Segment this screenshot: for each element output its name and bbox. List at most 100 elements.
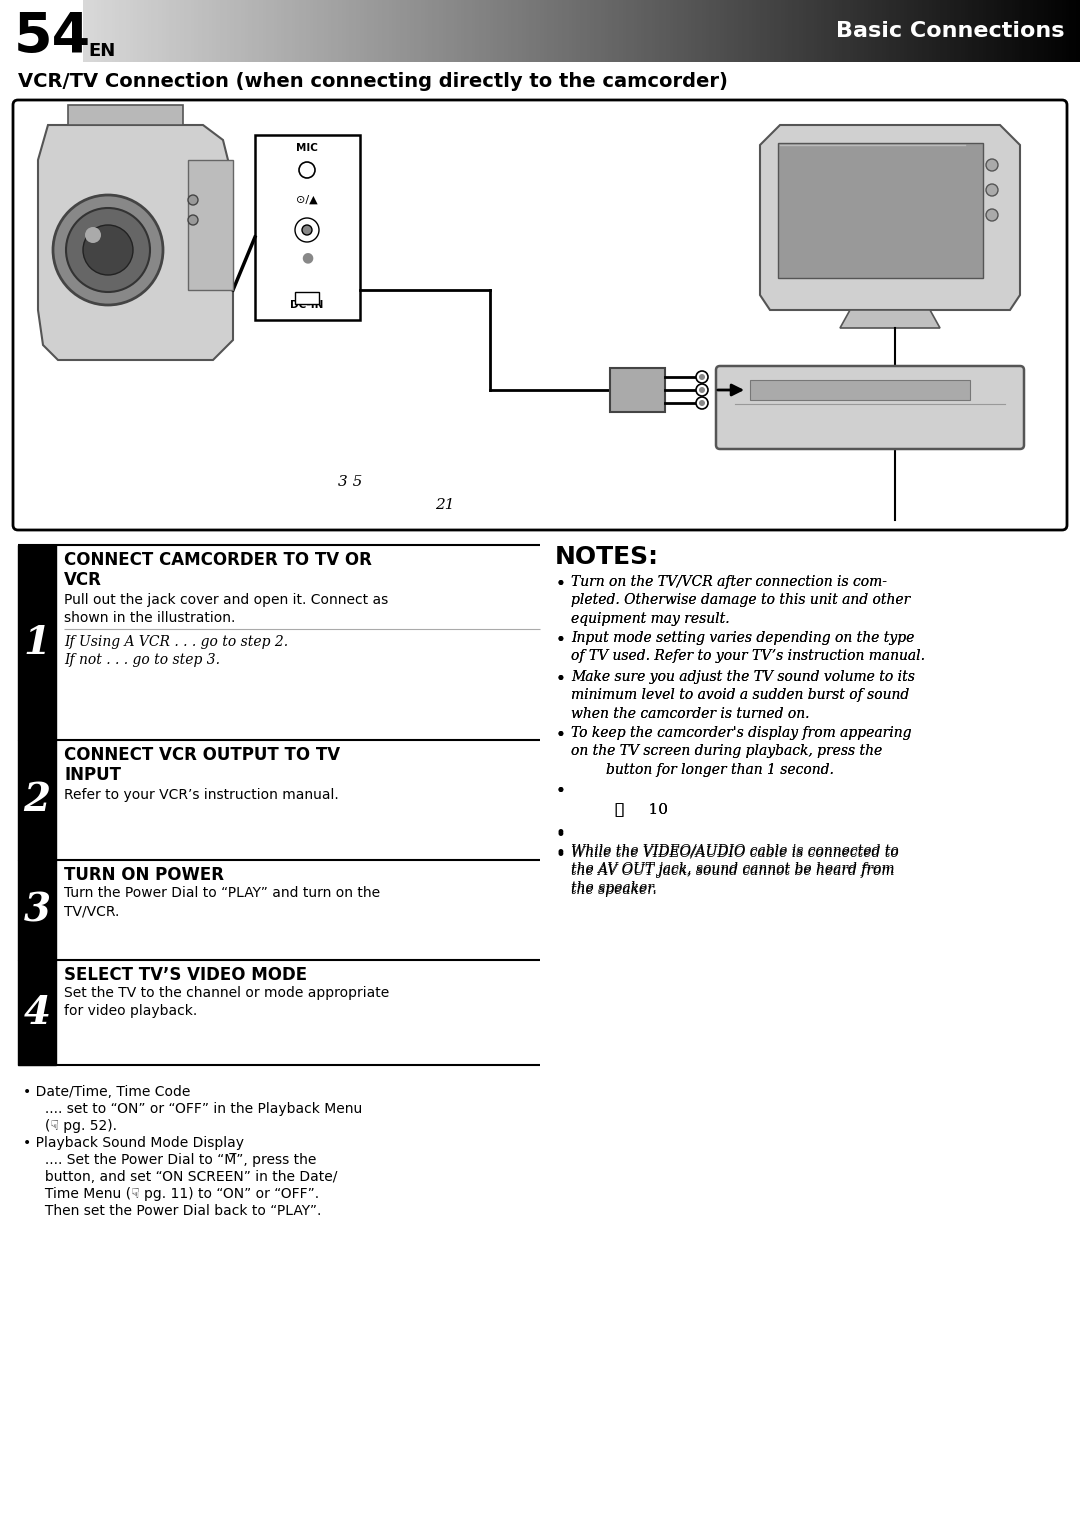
Polygon shape bbox=[774, 0, 778, 61]
Polygon shape bbox=[472, 0, 475, 61]
Polygon shape bbox=[565, 0, 569, 61]
Polygon shape bbox=[637, 0, 640, 61]
Polygon shape bbox=[335, 0, 338, 61]
Polygon shape bbox=[756, 0, 759, 61]
Polygon shape bbox=[619, 0, 623, 61]
Polygon shape bbox=[32, 0, 36, 61]
Polygon shape bbox=[645, 0, 648, 61]
Polygon shape bbox=[537, 0, 540, 61]
Text: •: • bbox=[555, 575, 565, 593]
Polygon shape bbox=[299, 0, 302, 61]
Polygon shape bbox=[403, 0, 407, 61]
Text: •: • bbox=[555, 632, 565, 648]
Polygon shape bbox=[680, 0, 684, 61]
Polygon shape bbox=[543, 0, 548, 61]
Polygon shape bbox=[961, 0, 964, 61]
Polygon shape bbox=[0, 0, 3, 61]
Polygon shape bbox=[133, 0, 137, 61]
Polygon shape bbox=[137, 0, 140, 61]
Polygon shape bbox=[14, 0, 18, 61]
Polygon shape bbox=[788, 0, 792, 61]
Polygon shape bbox=[947, 0, 950, 61]
Text: Input mode setting varies depending on the type
of TV used. Refer to your TV’s i: Input mode setting varies depending on t… bbox=[571, 632, 924, 664]
Polygon shape bbox=[832, 0, 835, 61]
Polygon shape bbox=[562, 0, 565, 61]
Polygon shape bbox=[475, 0, 478, 61]
Circle shape bbox=[986, 159, 998, 172]
Polygon shape bbox=[964, 0, 969, 61]
Polygon shape bbox=[684, 0, 688, 61]
Polygon shape bbox=[656, 0, 659, 61]
Polygon shape bbox=[494, 0, 497, 61]
Polygon shape bbox=[68, 0, 72, 61]
Text: •: • bbox=[555, 671, 565, 690]
Polygon shape bbox=[410, 0, 414, 61]
FancyBboxPatch shape bbox=[716, 366, 1024, 449]
Polygon shape bbox=[659, 0, 662, 61]
Text: •: • bbox=[555, 825, 565, 842]
Circle shape bbox=[986, 208, 998, 221]
Polygon shape bbox=[57, 0, 62, 61]
Text: MIC: MIC bbox=[296, 143, 318, 153]
Polygon shape bbox=[8, 0, 11, 61]
Polygon shape bbox=[313, 0, 316, 61]
Text: CONNECT VCR OUTPUT TO TV: CONNECT VCR OUTPUT TO TV bbox=[64, 747, 340, 763]
Polygon shape bbox=[500, 0, 504, 61]
Polygon shape bbox=[954, 0, 958, 61]
Bar bbox=[188, 159, 233, 290]
Polygon shape bbox=[673, 0, 677, 61]
Polygon shape bbox=[799, 0, 802, 61]
Polygon shape bbox=[262, 0, 267, 61]
Polygon shape bbox=[716, 0, 720, 61]
Circle shape bbox=[699, 400, 705, 406]
Polygon shape bbox=[1072, 0, 1077, 61]
Polygon shape bbox=[986, 0, 990, 61]
Polygon shape bbox=[810, 0, 813, 61]
Text: • Date/Time, Time Code: • Date/Time, Time Code bbox=[23, 1085, 190, 1099]
Polygon shape bbox=[720, 0, 724, 61]
Polygon shape bbox=[360, 0, 364, 61]
Polygon shape bbox=[234, 0, 238, 61]
Text: button, and set “ON SCREEN” in the Date/: button, and set “ON SCREEN” in the Date/ bbox=[23, 1170, 337, 1183]
Polygon shape bbox=[248, 0, 252, 61]
Polygon shape bbox=[980, 0, 983, 61]
Polygon shape bbox=[173, 0, 176, 61]
Bar bbox=[778, 143, 983, 277]
Polygon shape bbox=[349, 0, 353, 61]
Text: If Using A VCR . . . go to step 2.
If not . . . go to step 3.: If Using A VCR . . . go to step 2. If no… bbox=[64, 635, 288, 667]
Polygon shape bbox=[929, 0, 932, 61]
Text: VCR/TV Connection (when connecting directly to the camcorder): VCR/TV Connection (when connecting direc… bbox=[18, 72, 728, 90]
Polygon shape bbox=[464, 0, 468, 61]
Circle shape bbox=[85, 227, 102, 244]
Polygon shape bbox=[353, 0, 356, 61]
Polygon shape bbox=[932, 0, 936, 61]
Polygon shape bbox=[342, 0, 346, 61]
Text: Turn on the TV/VCR after connection is com-
pleted. Otherwise damage to this uni: Turn on the TV/VCR after connection is c… bbox=[571, 575, 910, 625]
Text: •: • bbox=[555, 670, 565, 688]
Text: EN: EN bbox=[87, 41, 116, 60]
Polygon shape bbox=[1051, 0, 1055, 61]
Text: •: • bbox=[555, 845, 565, 862]
Polygon shape bbox=[468, 0, 472, 61]
Bar bbox=[553, 546, 1064, 960]
Polygon shape bbox=[38, 126, 233, 360]
Polygon shape bbox=[840, 310, 940, 328]
Polygon shape bbox=[828, 0, 832, 61]
Polygon shape bbox=[940, 0, 943, 61]
Text: SELECT TV’S VIDEO MODE: SELECT TV’S VIDEO MODE bbox=[64, 966, 307, 984]
Circle shape bbox=[66, 208, 150, 291]
Polygon shape bbox=[818, 0, 821, 61]
Polygon shape bbox=[94, 0, 97, 61]
Polygon shape bbox=[738, 0, 742, 61]
Polygon shape bbox=[1058, 0, 1062, 61]
Polygon shape bbox=[558, 0, 562, 61]
Polygon shape bbox=[694, 0, 699, 61]
Text: ☟     10: ☟ 10 bbox=[615, 802, 669, 816]
Polygon shape bbox=[748, 0, 753, 61]
Polygon shape bbox=[1026, 0, 1029, 61]
Polygon shape bbox=[256, 0, 259, 61]
Polygon shape bbox=[284, 0, 288, 61]
Polygon shape bbox=[278, 0, 281, 61]
Polygon shape bbox=[414, 0, 418, 61]
Polygon shape bbox=[875, 0, 878, 61]
